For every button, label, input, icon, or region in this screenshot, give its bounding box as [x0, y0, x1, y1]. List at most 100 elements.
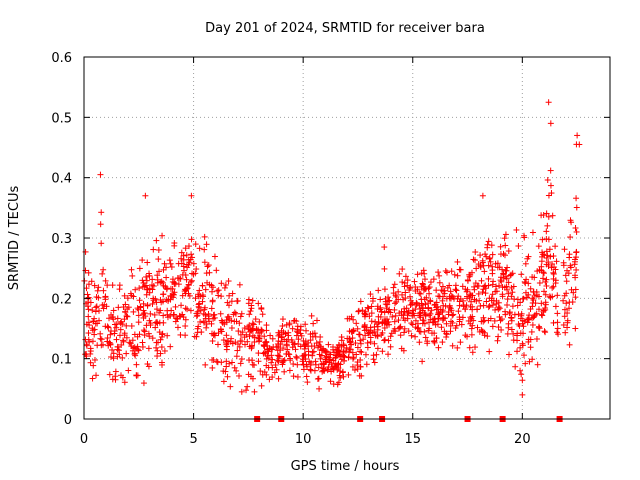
data-point [522, 260, 529, 267]
data-point [302, 341, 309, 348]
data-point [136, 297, 143, 304]
data-point [538, 300, 545, 307]
data-point [266, 376, 273, 383]
data-point [270, 343, 277, 350]
data-point [502, 242, 509, 249]
data-point [482, 251, 489, 258]
data-point [107, 331, 114, 338]
data-point [563, 278, 570, 285]
data-point [234, 297, 241, 304]
data-point [506, 351, 513, 358]
data-point [358, 349, 365, 356]
data-point [422, 312, 429, 319]
data-point [151, 311, 158, 318]
data-point [508, 326, 515, 333]
data-point [562, 329, 569, 336]
data-point [374, 323, 381, 330]
data-point [547, 120, 554, 127]
data-point [540, 269, 547, 276]
data-point [491, 317, 498, 324]
data-point [530, 296, 537, 303]
data-point [377, 304, 384, 311]
data-point [108, 328, 115, 335]
data-point [355, 307, 362, 314]
data-point [348, 328, 355, 335]
data-point [135, 312, 142, 319]
data-point [128, 322, 135, 329]
data-point [564, 319, 571, 326]
data-point [401, 325, 408, 332]
data-point [477, 264, 484, 271]
data-point [455, 293, 462, 300]
data-point [529, 303, 536, 310]
data-point [326, 351, 333, 358]
data-point [509, 289, 516, 296]
data-point [143, 291, 150, 298]
data-point [344, 315, 351, 322]
data-point [232, 339, 239, 346]
data-point [525, 253, 532, 260]
data-point [536, 266, 543, 273]
data-point [501, 235, 508, 242]
data-point [113, 324, 120, 331]
data-point [124, 295, 131, 302]
data-point [210, 331, 217, 338]
data-point [289, 325, 296, 332]
data-point [378, 331, 385, 338]
data-point [419, 280, 426, 287]
data-point [294, 328, 301, 335]
data-point [160, 291, 167, 298]
data-point [217, 310, 224, 317]
data-point [416, 305, 423, 312]
data-point [414, 271, 421, 278]
data-point [178, 260, 185, 267]
data-point [332, 362, 339, 369]
data-point [308, 312, 315, 319]
data-point [485, 275, 492, 282]
data-point [268, 359, 275, 366]
data-point [196, 304, 203, 311]
data-point [427, 310, 434, 317]
data-point [553, 258, 560, 265]
data-point [434, 303, 441, 310]
data-point [127, 290, 134, 297]
data-point [382, 301, 389, 308]
data-point [349, 349, 356, 356]
data-point [494, 264, 501, 271]
data-point [258, 327, 265, 334]
data-point [205, 262, 212, 269]
data-point [125, 304, 132, 311]
data-point [256, 318, 263, 325]
data-point [195, 323, 202, 330]
data-point [241, 325, 248, 332]
data-point [310, 320, 317, 327]
data-point [211, 253, 218, 260]
data-point [269, 335, 276, 342]
data-point [563, 290, 570, 297]
data-point [486, 303, 493, 310]
data-point [485, 304, 492, 311]
data-point [402, 273, 409, 280]
data-point [294, 329, 301, 336]
data-point [392, 292, 399, 299]
data-point [247, 308, 254, 315]
data-point [361, 311, 368, 318]
data-point [456, 318, 463, 325]
data-point [337, 368, 344, 375]
data-point [163, 264, 170, 271]
data-point [357, 340, 364, 347]
data-point [249, 297, 256, 304]
data-point [198, 329, 205, 336]
data-point [120, 337, 127, 344]
data-point [233, 367, 240, 374]
data-point [149, 335, 156, 342]
x-tick-label: 10 [295, 432, 312, 447]
data-point [548, 190, 555, 197]
data-point [190, 271, 197, 278]
data-point [128, 266, 135, 273]
data-point [479, 192, 486, 199]
data-point [140, 300, 147, 307]
data-point [227, 383, 234, 390]
data-point [267, 332, 274, 339]
data-point [315, 364, 322, 371]
